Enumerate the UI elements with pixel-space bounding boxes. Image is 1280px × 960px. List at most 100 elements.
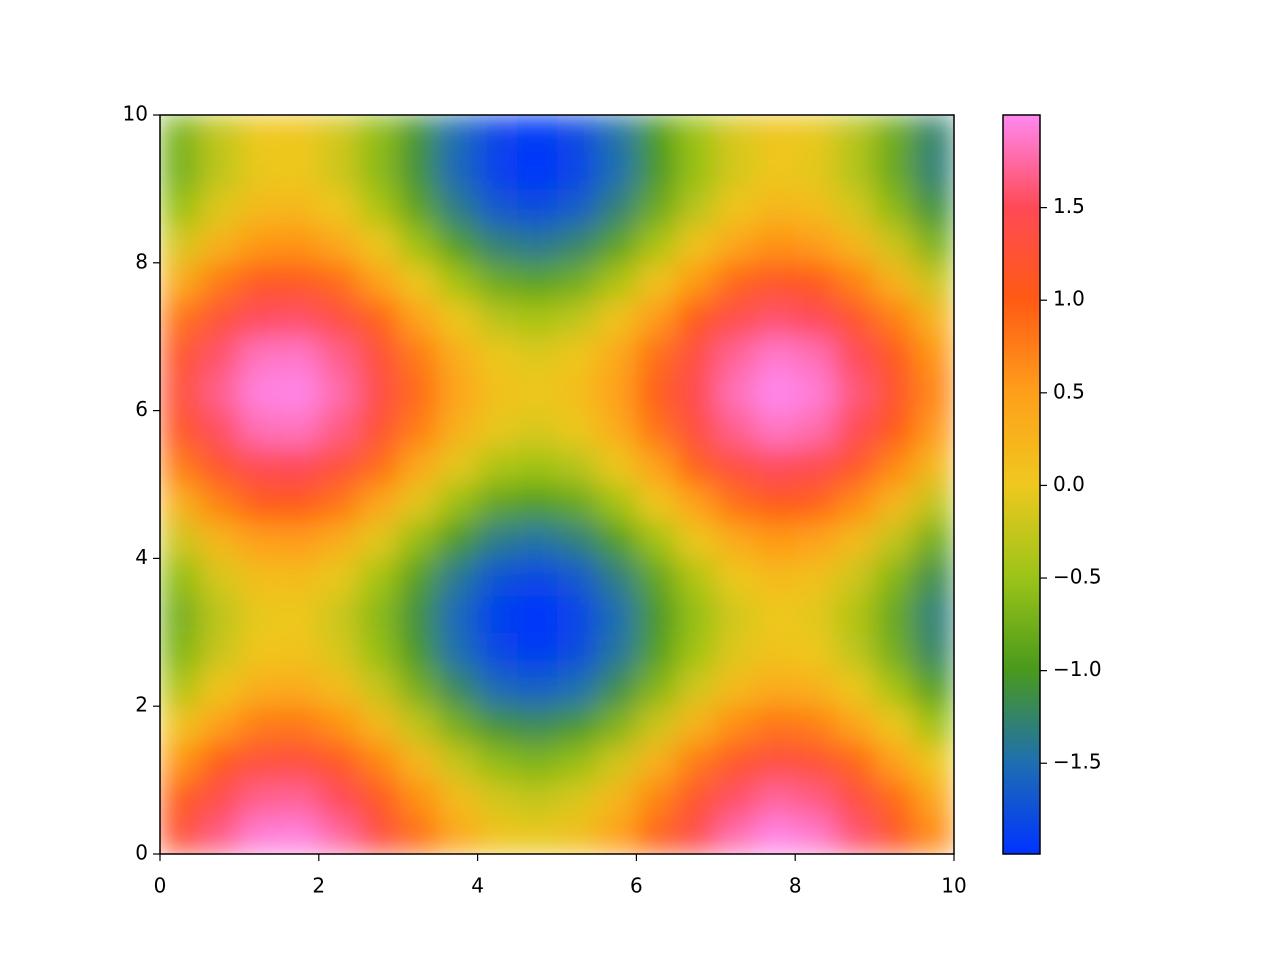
- heat-cell: [358, 225, 399, 264]
- heat-cell: [437, 225, 479, 264]
- heat-cell: [557, 373, 598, 412]
- heat-cell: [834, 595, 876, 633]
- heat-cell: [874, 336, 915, 375]
- heat-cell: [398, 151, 439, 190]
- heat-cell: [279, 484, 320, 523]
- heat-cell: [755, 743, 796, 781]
- heat-cell: [874, 151, 915, 190]
- heat-cell: [199, 447, 240, 486]
- heat-cell: [239, 817, 280, 854]
- heat-cell: [517, 669, 558, 707]
- heat-cell: [755, 225, 796, 264]
- heat-cell: [437, 410, 479, 449]
- heat-cell: [517, 262, 558, 301]
- heat-cell: [517, 373, 558, 412]
- heat-cell: [279, 410, 320, 449]
- heat-cell: [199, 632, 240, 670]
- heat-cell: [477, 706, 518, 744]
- heat-cell: [795, 225, 836, 264]
- heat-cell: [517, 410, 558, 449]
- heat-cell: [715, 484, 757, 523]
- heat-cell: [517, 632, 558, 670]
- heat-cell: [517, 743, 558, 781]
- heat-cell: [398, 336, 439, 375]
- heat-cell: [517, 336, 558, 375]
- heat-cell: [795, 743, 836, 781]
- heat-cell: [636, 225, 677, 264]
- heat-cell: [755, 521, 796, 559]
- heat-cell: [199, 521, 240, 559]
- heat-cell: [795, 115, 836, 153]
- heat-cell: [914, 817, 954, 854]
- heat-cell: [477, 595, 518, 633]
- heat-cell: [318, 410, 360, 449]
- heat-cell: [477, 262, 518, 301]
- y-tick-label: 0: [135, 841, 148, 865]
- heat-cell: [318, 115, 360, 153]
- heat-cell: [318, 558, 360, 596]
- heat-cell: [477, 447, 518, 486]
- heat-cell: [557, 410, 598, 449]
- heat-cell: [398, 225, 439, 264]
- x-tick-label: 8: [789, 874, 802, 898]
- heat-cell: [834, 299, 876, 338]
- heat-cell: [596, 595, 637, 633]
- heat-cell: [596, 188, 637, 227]
- heat-cell: [795, 632, 836, 670]
- heat-cell: [398, 373, 439, 412]
- heat-cell: [160, 188, 201, 227]
- heat-cell: [557, 299, 598, 338]
- heat-cell: [477, 780, 518, 818]
- heat-cell: [358, 410, 399, 449]
- heat-cell: [160, 373, 201, 412]
- heat-cell: [239, 447, 280, 486]
- heat-cell: [318, 262, 360, 301]
- heat-cell: [318, 743, 360, 781]
- heat-cell: [715, 632, 757, 670]
- heat-cell: [557, 521, 598, 559]
- heat-cell: [160, 669, 201, 707]
- heat-cell: [834, 151, 876, 190]
- heat-cell: [239, 595, 280, 633]
- heat-cell: [239, 188, 280, 227]
- heat-cell: [676, 299, 717, 338]
- heat-cell: [596, 706, 637, 744]
- heat-cell: [636, 410, 677, 449]
- heat-cell: [477, 632, 518, 670]
- heat-cell: [517, 225, 558, 264]
- heat-cell: [437, 632, 479, 670]
- heat-cell: [834, 558, 876, 596]
- heat-cell: [477, 151, 518, 190]
- heat-cell: [636, 632, 677, 670]
- heat-cell: [437, 706, 479, 744]
- heat-cell: [596, 521, 637, 559]
- heat-cell: [318, 373, 360, 412]
- heat-cell: [160, 151, 201, 190]
- heat-cell: [795, 447, 836, 486]
- heat-cell: [715, 743, 757, 781]
- heat-cell: [239, 632, 280, 670]
- heat-cell: [596, 115, 637, 153]
- heat-cell: [437, 484, 479, 523]
- heat-cell: [755, 188, 796, 227]
- heat-cell: [557, 780, 598, 818]
- heat-cell: [239, 373, 280, 412]
- heat-cell: [477, 558, 518, 596]
- heat-cell: [676, 558, 717, 596]
- heat-cell: [477, 743, 518, 781]
- heat-cell: [517, 299, 558, 338]
- heat-cell: [795, 410, 836, 449]
- heat-cell: [636, 373, 677, 412]
- heat-cell: [477, 115, 518, 153]
- heat-cell: [636, 706, 677, 744]
- heat-cell: [279, 595, 320, 633]
- heat-cell: [279, 262, 320, 301]
- heat-cell: [239, 336, 280, 375]
- heat-cell: [398, 262, 439, 301]
- heat-cell: [318, 780, 360, 818]
- heat-cell: [874, 632, 915, 670]
- heat-cell: [398, 521, 439, 559]
- heat-cell: [834, 410, 876, 449]
- heat-cell: [239, 115, 280, 153]
